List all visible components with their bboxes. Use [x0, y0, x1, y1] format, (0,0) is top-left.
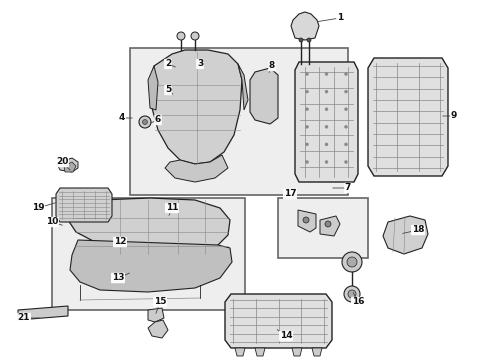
Circle shape: [344, 72, 347, 76]
Polygon shape: [367, 58, 447, 176]
Polygon shape: [319, 216, 339, 236]
Polygon shape: [291, 348, 302, 356]
Circle shape: [325, 125, 327, 128]
Text: 16: 16: [351, 297, 364, 306]
Circle shape: [344, 125, 347, 128]
Text: 3: 3: [197, 59, 203, 68]
Polygon shape: [311, 348, 321, 356]
Circle shape: [325, 161, 327, 163]
Polygon shape: [148, 320, 168, 338]
Text: 7: 7: [344, 184, 350, 193]
Polygon shape: [294, 62, 357, 182]
Polygon shape: [148, 66, 158, 110]
Text: 20: 20: [56, 158, 68, 166]
Circle shape: [344, 161, 347, 163]
Polygon shape: [249, 68, 278, 124]
Text: 1: 1: [336, 13, 343, 22]
Circle shape: [139, 116, 151, 128]
Text: 19: 19: [32, 203, 44, 212]
Circle shape: [325, 221, 330, 227]
Bar: [52, 198, 244, 310]
Circle shape: [305, 90, 308, 93]
Text: 15: 15: [153, 297, 166, 306]
Circle shape: [305, 143, 308, 146]
Polygon shape: [148, 308, 163, 322]
Circle shape: [346, 257, 356, 267]
Circle shape: [298, 38, 303, 42]
Text: 14: 14: [279, 332, 292, 341]
Circle shape: [191, 32, 199, 40]
Text: 9: 9: [450, 112, 456, 121]
Text: 8: 8: [268, 62, 275, 71]
Polygon shape: [224, 294, 331, 348]
Polygon shape: [290, 12, 318, 40]
Polygon shape: [64, 162, 76, 172]
Bar: [130, 48, 347, 195]
Circle shape: [303, 217, 308, 223]
Circle shape: [177, 32, 184, 40]
Polygon shape: [382, 216, 427, 254]
Polygon shape: [56, 188, 112, 222]
Bar: [278, 198, 367, 258]
Circle shape: [344, 108, 347, 111]
Polygon shape: [150, 50, 242, 164]
Circle shape: [305, 108, 308, 111]
Polygon shape: [164, 155, 227, 182]
Circle shape: [325, 90, 327, 93]
Text: 6: 6: [155, 116, 161, 125]
Circle shape: [325, 72, 327, 76]
Polygon shape: [18, 306, 68, 320]
Text: 4: 4: [119, 113, 125, 122]
Circle shape: [305, 72, 308, 76]
Circle shape: [325, 143, 327, 146]
Text: 13: 13: [112, 274, 124, 283]
Polygon shape: [297, 210, 315, 232]
Circle shape: [347, 290, 355, 298]
Text: 18: 18: [411, 225, 424, 234]
Circle shape: [306, 38, 310, 42]
Circle shape: [305, 161, 308, 163]
Text: 2: 2: [164, 59, 171, 68]
Circle shape: [305, 125, 308, 128]
Polygon shape: [68, 198, 229, 255]
Polygon shape: [58, 158, 78, 172]
Polygon shape: [254, 348, 264, 356]
Circle shape: [343, 286, 359, 302]
Circle shape: [344, 143, 347, 146]
Text: 12: 12: [114, 238, 126, 247]
Circle shape: [325, 108, 327, 111]
Polygon shape: [238, 64, 247, 110]
Text: 17: 17: [283, 189, 296, 198]
Polygon shape: [70, 240, 231, 292]
Polygon shape: [235, 348, 244, 356]
Text: 5: 5: [164, 85, 171, 94]
Text: 21: 21: [18, 314, 30, 323]
Circle shape: [341, 252, 361, 272]
Circle shape: [142, 120, 147, 125]
Text: 11: 11: [165, 203, 178, 212]
Circle shape: [344, 90, 347, 93]
Text: 10: 10: [46, 217, 58, 226]
